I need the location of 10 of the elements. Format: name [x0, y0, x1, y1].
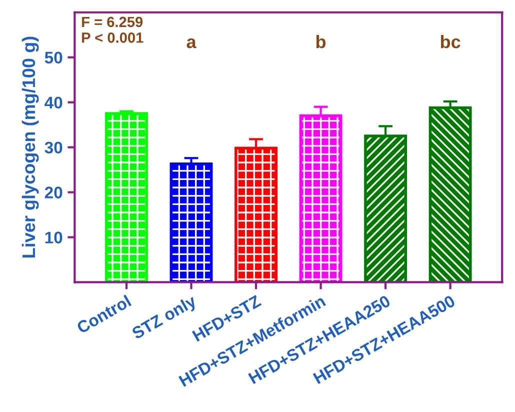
- y-axis-title: Liver glycogen (mg/100 g): [22, 36, 39, 258]
- y-tick-label: 20: [44, 186, 62, 198]
- y-tick-label: 40: [44, 96, 62, 109]
- annotation: a: [186, 38, 196, 48]
- y-tick-label: 10: [45, 232, 62, 244]
- y-tick-label: 50: [44, 52, 62, 64]
- annotation: F = 6.259 P < 0.001: [82, 16, 144, 43]
- annotation: b: [316, 34, 326, 48]
- annotation: bc: [440, 34, 460, 48]
- y-tick-label: 30: [44, 142, 62, 154]
